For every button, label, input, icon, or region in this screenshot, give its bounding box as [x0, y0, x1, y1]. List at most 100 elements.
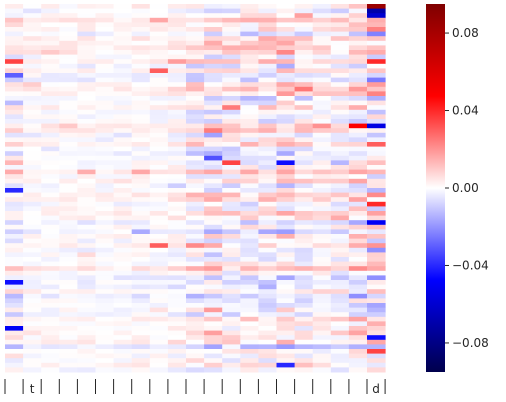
heatmap-cell — [240, 146, 259, 152]
heatmap-cell — [149, 137, 169, 143]
heatmap-cell — [276, 275, 296, 281]
heatmap-cell — [204, 142, 223, 148]
heatmap-cell — [312, 229, 332, 235]
heatmap-cell — [167, 192, 187, 198]
heatmap-cell — [131, 169, 151, 175]
heatmap-cell — [23, 59, 42, 65]
heatmap-cell — [41, 298, 60, 304]
heatmap-cell — [294, 257, 314, 263]
heatmap-cell — [59, 45, 78, 51]
heatmap-cells — [5, 4, 386, 373]
heatmap-cell — [294, 326, 314, 332]
heatmap-cell — [348, 188, 368, 194]
heatmap-cell — [367, 238, 386, 244]
heatmap-cell — [5, 275, 24, 281]
heatmap-cell — [330, 155, 350, 161]
heatmap-cell — [186, 91, 205, 97]
heatmap-cell — [167, 132, 187, 138]
heatmap-cell — [330, 367, 350, 373]
heatmap-cell — [5, 358, 24, 364]
heatmap-cell — [312, 63, 332, 69]
heatmap-cell — [367, 4, 386, 10]
heatmap-cell — [258, 169, 277, 175]
heatmap-cell — [240, 132, 259, 138]
heatmap-cell — [41, 220, 60, 226]
heatmap-cell — [367, 321, 386, 327]
heatmap-cell — [312, 362, 332, 368]
heatmap-cell — [23, 114, 42, 120]
heatmap-cell — [131, 82, 151, 88]
heatmap-cell — [204, 4, 223, 10]
heatmap-cell — [59, 224, 78, 230]
heatmap-cell — [77, 188, 96, 194]
heatmap-cell — [186, 270, 205, 276]
heatmap-cell — [41, 367, 60, 373]
heatmap-cell — [95, 27, 115, 33]
heatmap-cell — [204, 137, 223, 143]
heatmap-cell — [258, 211, 277, 217]
heatmap-cell — [367, 353, 386, 359]
heatmap-cell — [222, 326, 241, 332]
heatmap-cell — [131, 280, 151, 286]
heatmap-cell — [258, 31, 277, 37]
heatmap-cell — [95, 174, 115, 180]
heatmap-cell — [312, 316, 332, 322]
heatmap-cell — [149, 289, 169, 295]
heatmap-cell — [294, 82, 314, 88]
heatmap-cell — [5, 266, 24, 272]
heatmap-cell — [330, 284, 350, 290]
heatmap-cell — [186, 137, 205, 143]
heatmap-cell — [294, 96, 314, 102]
heatmap-cell — [367, 86, 386, 92]
heatmap-cell — [113, 261, 133, 267]
heatmap-cell — [149, 174, 169, 180]
heatmap-cell — [95, 220, 115, 226]
heatmap-cell — [240, 96, 259, 102]
heatmap-cell — [77, 252, 96, 258]
heatmap-cell — [186, 50, 205, 56]
heatmap-cell — [149, 96, 169, 102]
heatmap-cell — [330, 178, 350, 184]
heatmap-cell — [367, 252, 386, 258]
heatmap-cell — [348, 247, 368, 253]
heatmap-cell — [312, 349, 332, 355]
heatmap-cell — [348, 96, 368, 102]
heatmap-cell — [131, 321, 151, 327]
heatmap-cell — [59, 174, 78, 180]
heatmap-cell — [186, 362, 205, 368]
heatmap-cell — [367, 298, 386, 304]
heatmap-cell — [186, 174, 205, 180]
heatmap-cell — [59, 280, 78, 286]
heatmap-cell — [222, 284, 241, 290]
heatmap-cell — [149, 27, 169, 33]
heatmap-cell — [59, 82, 78, 88]
heatmap-cell — [41, 307, 60, 313]
heatmap-cell — [167, 45, 187, 51]
heatmap-cell — [312, 211, 332, 217]
heatmap-cell — [95, 36, 115, 42]
heatmap-cell — [330, 266, 350, 272]
heatmap-cell — [294, 344, 314, 350]
heatmap-cell — [367, 40, 386, 46]
heatmap-cell — [149, 142, 169, 148]
heatmap-cell — [77, 105, 96, 111]
heatmap-cell — [5, 128, 24, 134]
heatmap-cell — [41, 31, 60, 37]
heatmap-cell — [5, 349, 24, 355]
heatmap-cell — [204, 220, 223, 226]
heatmap-cell — [113, 82, 133, 88]
heatmap-cell — [131, 211, 151, 217]
heatmap-cell — [276, 234, 296, 240]
heatmap-cell — [330, 349, 350, 355]
heatmap-cell — [131, 160, 151, 166]
heatmap-cell — [131, 77, 151, 83]
heatmap-cell — [294, 63, 314, 69]
heatmap-cell — [59, 142, 78, 148]
heatmap-cell — [131, 174, 151, 180]
heatmap-cell — [348, 243, 368, 249]
heatmap-cell — [222, 165, 241, 171]
heatmap-cell — [258, 307, 277, 313]
heatmap-cell — [240, 109, 259, 115]
heatmap-cell — [149, 312, 169, 318]
